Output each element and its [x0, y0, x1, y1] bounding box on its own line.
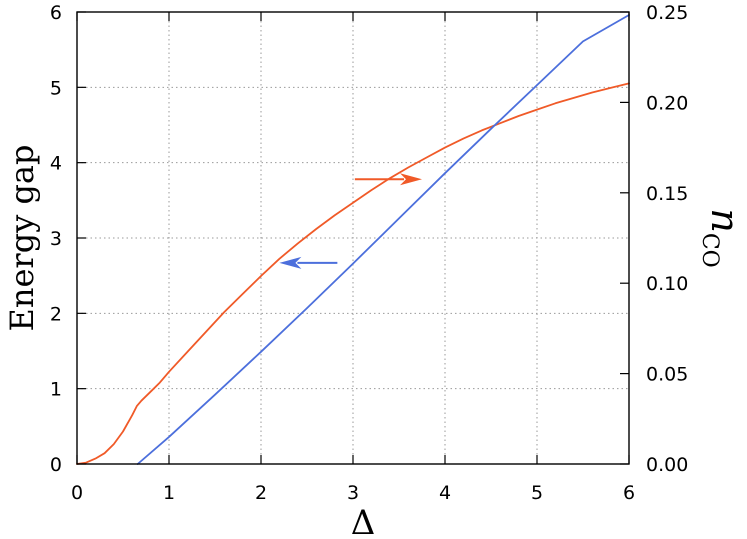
y-right-axis-label-base: n — [703, 208, 747, 232]
y-left-axis-label: Energy gap — [3, 145, 41, 332]
x-tick-label: 1 — [163, 482, 175, 504]
y-right-tick-label: 0.20 — [646, 92, 688, 114]
y-right-axis-label-subscript: CO — [697, 233, 722, 268]
x-tick-label: 6 — [623, 482, 635, 504]
y-left-tick-labels: 0 1 2 3 4 5 6 — [50, 2, 62, 476]
y-left-tick-label: 4 — [50, 153, 62, 175]
y-left-tick-label: 5 — [50, 77, 62, 99]
y-right-tick-label: 0.10 — [646, 273, 688, 295]
arrow-left-head — [279, 256, 302, 269]
y-right-axis-label: nCO — [697, 208, 747, 267]
y-left-tick-label: 2 — [50, 303, 62, 325]
x-tick-labels: 0 1 2 3 4 5 6 — [71, 482, 635, 504]
series-line-left-axis — [136, 14, 630, 465]
series-line-right-axis — [76, 82, 630, 465]
y-left-tick-label: 6 — [50, 2, 62, 24]
grid-lines — [77, 12, 629, 464]
x-tick-label: 3 — [347, 482, 359, 504]
x-tick-label: 0 — [71, 482, 83, 504]
tick-marks — [76, 11, 630, 465]
y-right-tick-label: 0.15 — [646, 183, 688, 205]
x-tick-label: 4 — [439, 482, 451, 504]
series-group — [76, 14, 630, 465]
y-left-tick-label: 3 — [50, 228, 62, 250]
y-right-tick-label: 0.00 — [646, 454, 688, 476]
y-left-tick-label: 1 — [50, 379, 62, 401]
y-right-tick-labels: 0.00 0.05 0.10 0.15 0.20 0.25 — [646, 2, 688, 476]
arrow-right-head — [400, 173, 422, 186]
y-right-tick-label: 0.05 — [646, 364, 688, 386]
y-right-tick-label: 0.25 — [646, 2, 688, 24]
annotations-group — [279, 173, 422, 269]
x-axis-label: Δ — [351, 503, 376, 539]
y-left-tick-label: 0 — [50, 454, 62, 476]
x-tick-label: 2 — [255, 482, 267, 504]
x-tick-label: 5 — [531, 482, 543, 504]
